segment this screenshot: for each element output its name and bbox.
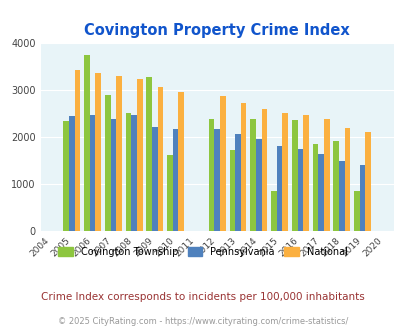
Title: Covington Property Crime Index: Covington Property Crime Index — [84, 22, 349, 38]
Bar — [90, 115, 95, 231]
Bar — [359, 165, 364, 231]
Bar — [173, 129, 178, 231]
Legend: Covington Township, Pennsylvania, National: Covington Township, Pennsylvania, Nation… — [54, 243, 351, 261]
Bar — [255, 139, 261, 231]
Bar — [354, 191, 359, 231]
Bar — [333, 141, 338, 231]
Bar — [291, 120, 297, 231]
Bar — [214, 129, 220, 231]
Bar — [297, 149, 303, 231]
Bar — [131, 115, 136, 231]
Bar — [318, 154, 323, 231]
Bar — [84, 55, 90, 231]
Text: © 2025 CityRating.com - https://www.cityrating.com/crime-statistics/: © 2025 CityRating.com - https://www.city… — [58, 317, 347, 326]
Bar — [303, 115, 308, 231]
Bar — [167, 155, 173, 231]
Bar — [157, 87, 163, 231]
Bar — [69, 116, 75, 231]
Bar — [323, 118, 329, 231]
Bar — [110, 118, 116, 231]
Bar — [178, 92, 183, 231]
Bar — [261, 109, 266, 231]
Bar — [276, 146, 281, 231]
Bar — [338, 161, 344, 231]
Bar — [234, 134, 240, 231]
Bar — [220, 96, 225, 231]
Bar — [152, 127, 157, 231]
Bar — [364, 132, 370, 231]
Bar — [344, 128, 350, 231]
Bar — [240, 103, 246, 231]
Bar — [116, 76, 121, 231]
Bar — [146, 77, 152, 231]
Bar — [312, 145, 318, 231]
Bar — [208, 118, 214, 231]
Bar — [75, 70, 80, 231]
Bar — [104, 95, 110, 231]
Bar — [63, 121, 69, 231]
Text: Crime Index corresponds to incidents per 100,000 inhabitants: Crime Index corresponds to incidents per… — [41, 292, 364, 302]
Bar — [229, 150, 234, 231]
Bar — [95, 73, 101, 231]
Bar — [136, 79, 142, 231]
Bar — [250, 119, 255, 231]
Bar — [271, 191, 276, 231]
Bar — [281, 113, 287, 231]
Bar — [126, 113, 131, 231]
